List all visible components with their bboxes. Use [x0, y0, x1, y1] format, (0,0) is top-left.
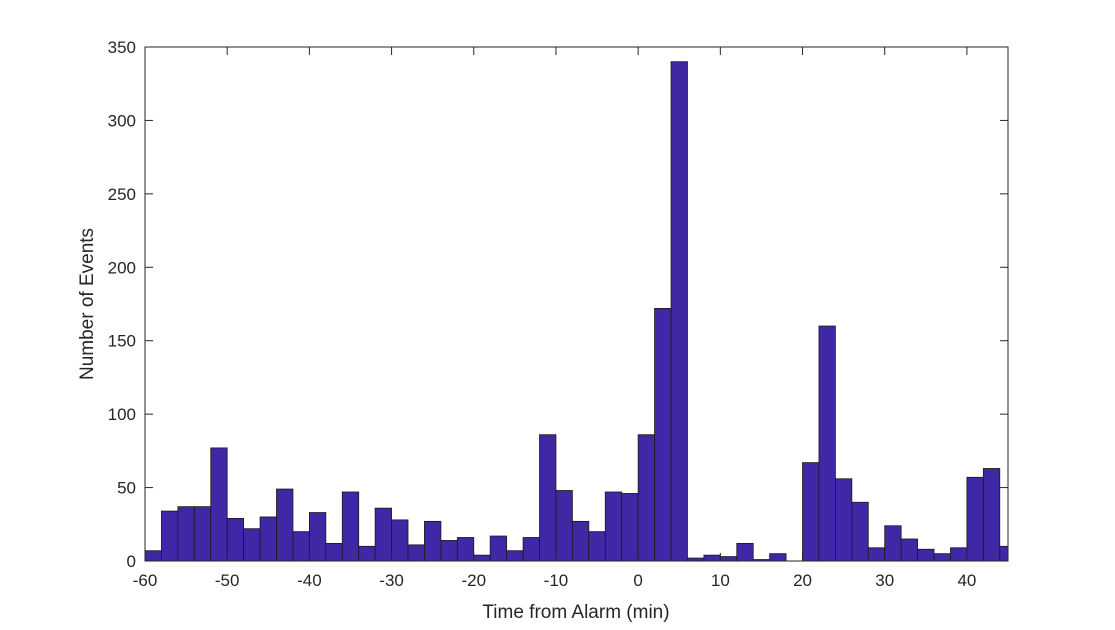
y-tick-label: 150: [108, 332, 136, 351]
histogram-bar: [276, 488, 294, 562]
histogram-bar: [424, 520, 442, 562]
x-tick-label: 20: [793, 571, 812, 590]
bars-group: [144, 61, 1009, 562]
y-tick-label: 350: [108, 38, 136, 57]
x-tick-label: -40: [297, 571, 322, 590]
histogram-bar: [621, 493, 639, 562]
histogram-bar: [588, 531, 606, 562]
histogram-bar: [818, 325, 836, 562]
y-tick-label: 200: [108, 258, 136, 277]
histogram-bar: [374, 507, 392, 562]
histogram-bar: [867, 547, 886, 562]
histogram-bar: [243, 528, 261, 562]
histogram-bar: [982, 468, 1001, 562]
histogram-bar: [900, 538, 918, 562]
histogram-bar: [802, 462, 820, 562]
histogram-bar: [259, 516, 277, 562]
histogram-bar: [341, 491, 360, 562]
histogram-bar: [736, 542, 754, 562]
x-axis-ticks: -60 -50 -40 -30 -20 -10 0 10 20 30 40: [133, 47, 976, 590]
histogram-bar: [670, 61, 688, 562]
histogram-bar: [703, 554, 721, 562]
histogram-bar: [555, 490, 573, 562]
histogram-bar: [851, 501, 869, 562]
histogram-bar: [456, 537, 475, 562]
histogram-bar: [440, 540, 458, 562]
histogram-bar: [144, 550, 162, 562]
y-tick-label: 50: [117, 479, 136, 498]
histogram-bar: [161, 510, 179, 562]
histogram-bar: [210, 447, 228, 562]
histogram-bar: [325, 542, 343, 562]
y-tick-label: 300: [108, 111, 136, 130]
histogram-bar: [177, 506, 195, 562]
histogram-bar: [193, 506, 212, 562]
x-tick-label: -10: [544, 571, 569, 590]
histogram-bar: [719, 556, 738, 562]
plot-background: [145, 47, 1008, 561]
x-tick-label: -60: [133, 571, 158, 590]
x-tick-label: -20: [461, 571, 486, 590]
histogram-bar: [506, 550, 524, 562]
histogram-bar: [999, 545, 1009, 562]
histogram-bar: [917, 548, 935, 562]
x-tick-label: -30: [379, 571, 404, 590]
x-axis-label: Time from Alarm (min): [482, 602, 669, 623]
histogram-bar: [358, 545, 376, 562]
y-tick-label: 250: [108, 185, 136, 204]
axes-box: [144, 46, 1009, 562]
histogram-bar: [966, 476, 984, 562]
histogram-bar: [308, 512, 327, 562]
histogram-bar: [539, 434, 557, 562]
y-axis-label: Number of Events: [77, 228, 98, 380]
y-tick-label: 100: [108, 405, 136, 424]
histogram-bar: [654, 308, 672, 562]
x-tick-label: 10: [711, 571, 730, 590]
histogram-bar: [835, 478, 853, 562]
histogram-bar: [407, 544, 425, 562]
y-axis-ticks: 0 50 100 150 200 250 300 350: [108, 38, 1008, 571]
histogram-bar: [391, 519, 409, 562]
x-tick-label: 0: [633, 571, 642, 590]
histogram-bar: [769, 553, 787, 562]
histogram-bar: [473, 554, 491, 562]
x-tick-label: 40: [957, 571, 976, 590]
histogram-bar: [637, 434, 655, 562]
x-tick-label: 30: [875, 571, 894, 590]
histogram-bar: [571, 520, 590, 562]
histogram-bar: [489, 535, 508, 562]
histogram-bar: [226, 518, 245, 562]
histogram-bar: [933, 553, 951, 562]
y-tick-label: 0: [127, 552, 136, 571]
x-tick-label: -50: [215, 571, 240, 590]
histogram-bar: [522, 537, 540, 562]
histogram-bar: [884, 525, 902, 562]
histogram-bar: [604, 491, 623, 562]
histogram-bar: [950, 547, 968, 562]
histogram-bar: [292, 531, 310, 562]
